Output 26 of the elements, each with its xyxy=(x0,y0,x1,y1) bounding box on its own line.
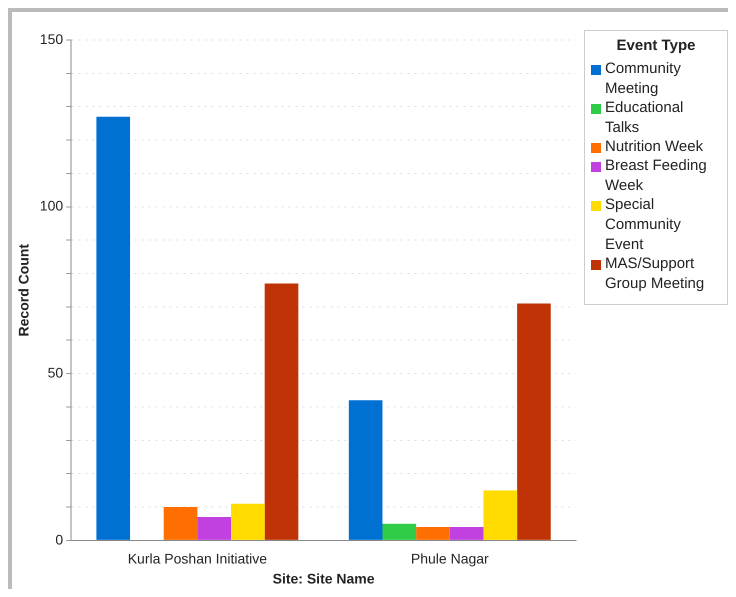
legend-label: Special Community Event xyxy=(605,195,682,255)
bar xyxy=(416,527,450,540)
y-tick-label: 150 xyxy=(40,30,64,47)
legend-label: Breast Feeding Week xyxy=(605,156,708,196)
x-tick-label: Kurla Poshan Initiative xyxy=(128,550,268,567)
y-tick-label: 100 xyxy=(40,198,64,214)
bar xyxy=(517,304,551,540)
bar xyxy=(382,524,416,540)
legend-label: Educational Talks xyxy=(605,98,684,138)
y-tick-label: 50 xyxy=(48,364,64,380)
x-tick-label: Phule Nagar xyxy=(410,550,490,567)
legend-label: MAS/Support Group Meeting xyxy=(605,254,706,294)
legend-label: Nutrition Week xyxy=(605,137,704,157)
legend-label: Community Meeting xyxy=(605,59,682,99)
y-axis-title: Record Count xyxy=(15,244,32,336)
legend-title: Event Type xyxy=(616,37,696,54)
bar xyxy=(483,490,518,540)
bar xyxy=(164,507,198,540)
bar xyxy=(231,504,265,540)
bar xyxy=(197,517,232,540)
x-axis-title: Site: Site Name xyxy=(272,570,375,586)
y-tick-label: 0 xyxy=(55,531,64,548)
bar xyxy=(450,527,484,540)
bar xyxy=(264,284,298,540)
bar xyxy=(348,400,382,540)
bar xyxy=(96,116,130,540)
